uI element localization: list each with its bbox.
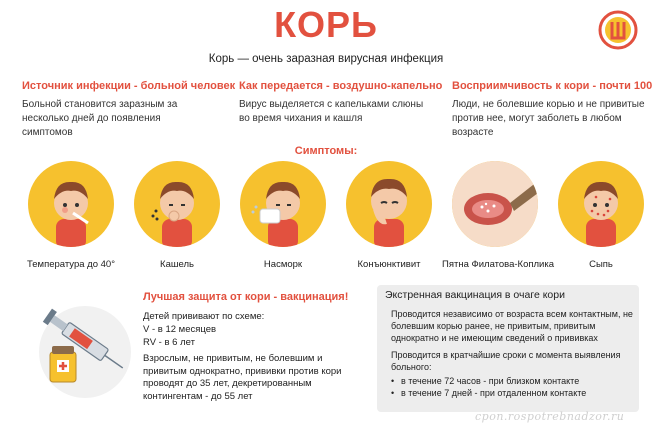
emergency-vaccination-panel: Экстренная вакцинация в очаге кори Прово… [377, 285, 639, 412]
symptom-rash: Сыпь [548, 161, 652, 270]
symptom-fever: Температура до 40° [18, 161, 124, 270]
symptom-label: Конъюнктивит [357, 259, 421, 270]
symptom-label: Сыпь [589, 259, 613, 270]
emergency-text-2: Проводится в кратчайшие сроки с момента … [391, 350, 621, 372]
info-susceptibility-title: Восприимчивость к кори - почти 100% [452, 80, 652, 92]
symptom-label: Насморк [263, 259, 303, 270]
rash-child-icon [584, 181, 618, 247]
vaccination-schedule-intro: Детей прививают по схеме: [143, 311, 265, 322]
page-subtitle: Корь — очень заразная вирусная инфекция [208, 53, 444, 65]
emergency-bullets: в течение 72 часов - при близком контакт… [391, 375, 635, 399]
info-source-title: Источник инфекции - больной человек [22, 80, 236, 92]
vaccination-schedule-v: V - в 12 месяцев [143, 324, 217, 335]
syringe-vial-icon [39, 306, 131, 398]
symptom-cough: Кашель [124, 161, 230, 270]
info-susceptibility: Восприимчивость к кори - почти 100% Люди… [452, 80, 652, 140]
info-source-text: Больной становится заразным за несколько… [22, 99, 178, 138]
vaccination-schedule-rv: RV - в 6 лет [143, 337, 195, 348]
thermometer-child-icon [54, 181, 89, 247]
info-transmission-text: Вирус выделяется с капельками слюны во в… [239, 99, 424, 124]
symptom-koplik-spots: Пятна Филатова-Коплика [442, 161, 555, 270]
logo-icon [598, 10, 638, 50]
symptom-label: Пятна Филатова-Коплика [442, 259, 555, 270]
info-transmission-title: Как передается - воздушно-капельно [239, 80, 443, 92]
symptoms-title: Симптомы: [294, 145, 358, 157]
symptom-runny-nose: Насморк [230, 161, 336, 270]
runny-nose-child-icon [251, 181, 300, 247]
emergency-title: Экстренная вакцинация в очаге кори [385, 289, 565, 301]
page-title: КОРЬ [274, 4, 378, 45]
symptom-conjunctivitis: Конъюнктивит [336, 161, 442, 270]
mouth-spots-icon [452, 161, 538, 247]
coughing-child-icon [151, 181, 194, 247]
vaccination-adults-text: Взрослым, не привитым, не болевшим и при… [143, 353, 342, 402]
conjunctivitis-child-icon [371, 178, 407, 247]
symptom-label: Температура до 40° [26, 259, 115, 270]
emergency-text-1: Проводится независимо от возраста всем к… [391, 309, 633, 343]
info-susceptibility-text: Люди, не болевшие корью и не привитые пр… [452, 99, 645, 138]
info-transmission: Как передается - воздушно-капельно Вирус… [239, 80, 449, 126]
watermark: cpon.rospotrebnadzor.ru [475, 410, 625, 423]
list-item: в течение 7 дней - при отдаленном контак… [391, 387, 635, 399]
list-item: в течение 72 часов - при близком контакт… [391, 375, 635, 387]
symptom-label: Кашель [160, 259, 194, 270]
vaccination-title: Лучшая защита от кори - вакцинация! [143, 291, 349, 303]
info-source: Источник инфекции - больной человек Боль… [22, 80, 236, 140]
